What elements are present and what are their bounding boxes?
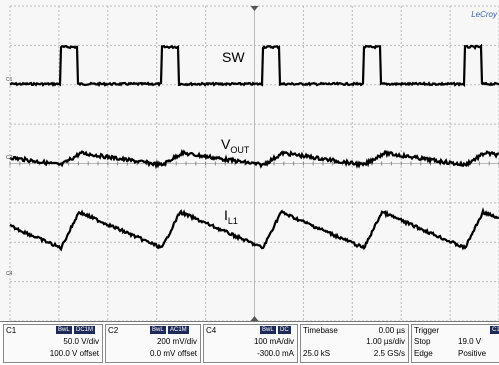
- sample-rate-value: 2.5 GS/s: [373, 349, 405, 358]
- trigger-type: Edge: [414, 349, 433, 358]
- channel-c2-box[interactable]: C2 BwL AC1M 200 mV/div 0.0 mV offset: [105, 324, 201, 363]
- trigger-channel-tag: C1: [490, 326, 499, 334]
- offset-value: 100.0 V offset: [49, 349, 99, 358]
- channel-name: C4: [206, 326, 217, 335]
- sw-waveform: [9, 43, 499, 88]
- brand-logo: LeCroy: [471, 10, 497, 19]
- trigger-label: Trigger: [414, 326, 440, 335]
- timebase-label: Timebase: [303, 326, 338, 335]
- coupling-tag: AC1M: [168, 326, 189, 334]
- trigger-mode: Stop: [414, 337, 431, 346]
- measurement-panel: C1 BwL DC1M 50.0 V/div 100.0 V offset C2…: [0, 321, 499, 365]
- vdiv-value: 200 mV/div: [156, 337, 197, 346]
- channel-c4-box[interactable]: C4 BwL DC 100 mA/div -300.0 mA: [203, 324, 298, 363]
- il1-label: IL1: [224, 207, 238, 226]
- ch2-ground-marker: C2: [6, 155, 13, 161]
- vout-label: VOUT: [221, 136, 250, 155]
- offset-value: -300.0 mA: [257, 349, 294, 358]
- coupling-tag: DC1M: [74, 326, 96, 334]
- delay-value: 0.00 µs: [378, 326, 405, 335]
- oscilloscope-screen: LeCroy SW VOUT IL1 C1 C2 C4: [6, 5, 499, 321]
- vdiv-value: 50.0 V/div: [63, 337, 99, 346]
- timebase-box[interactable]: Timebase 0.00 µs 1.00 µs/div 25.0 kS 2.5…: [300, 324, 409, 363]
- ch1-ground-marker: C1: [6, 77, 13, 83]
- channel-c1-box[interactable]: C1 BwL DC1M 50.0 V/div 100.0 V offset: [3, 324, 103, 363]
- trigger-position-marker: [250, 316, 259, 321]
- trigger-position-marker: [250, 6, 259, 11]
- bwl-tag: BwL: [150, 326, 166, 334]
- samples-value: 25.0 kS: [303, 349, 331, 358]
- vout-waveform: [9, 148, 499, 170]
- bwl-tag: BwL: [56, 326, 72, 334]
- trigger-box[interactable]: Trigger C1 Stop 19.0 V Edge Positive: [411, 324, 499, 363]
- tdiv-value: 1.00 µs/div: [366, 337, 405, 346]
- channel-name: C2: [108, 326, 119, 335]
- waveform-display: [9, 5, 499, 321]
- channel-name: C1: [6, 326, 17, 335]
- ch4-ground-marker: C4: [6, 271, 13, 277]
- trigger-level: 19.0 V: [458, 337, 482, 346]
- bwl-tag: BwL: [260, 326, 276, 334]
- il1-waveform: [9, 207, 499, 252]
- offset-value: 0.0 mV offset: [150, 349, 197, 358]
- trigger-slope: Positive: [458, 349, 487, 358]
- sw-label: SW: [222, 49, 245, 65]
- adiv-value: 100 mA/div: [253, 337, 294, 346]
- coupling-tag: DC: [278, 326, 291, 334]
